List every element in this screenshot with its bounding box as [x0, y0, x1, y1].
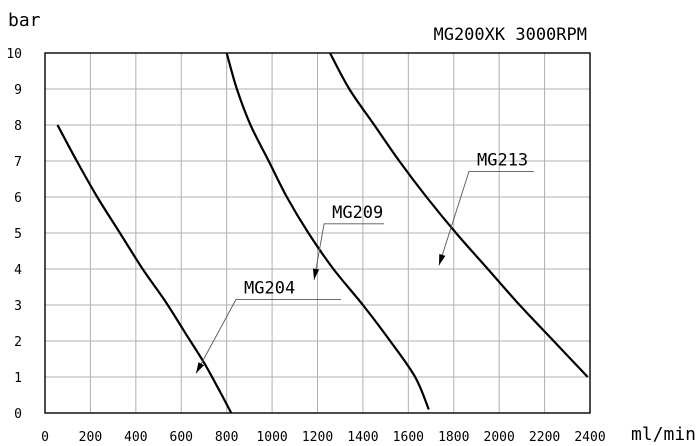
arrowhead [196, 362, 205, 374]
x-tick-label: 1600 [393, 430, 424, 445]
leader-line [313, 223, 385, 280]
x-tick-label: 2200 [529, 430, 560, 445]
x-tick-label: 2000 [484, 430, 515, 445]
y-tick-label: 8 [14, 119, 22, 134]
arrowhead [438, 253, 446, 266]
y-axis-label: bar [8, 10, 41, 31]
x-tick-label: 2400 [574, 430, 605, 445]
leader-line [195, 298, 342, 374]
y-tick-label: 1 [14, 371, 22, 386]
y-tick-label: 0 [14, 407, 22, 422]
x-tick-label: 1000 [256, 430, 287, 445]
x-axis-label: ml/min [631, 424, 696, 445]
x-tick-label: 1400 [347, 430, 378, 445]
grid [44, 52, 591, 414]
plot-frame [44, 52, 591, 414]
series-line-mg204 [56, 124, 233, 414]
y-tick-label: 5 [14, 227, 22, 242]
x-tick-label: 1200 [302, 430, 333, 445]
series-label: MG204 [244, 278, 295, 298]
y-tick-label: 4 [14, 263, 22, 278]
series-curves [56, 52, 589, 414]
y-tick-label: 2 [14, 335, 22, 350]
chart-title: MG200XK 3000RPM [433, 25, 587, 45]
x-tick-label: 0 [41, 430, 49, 445]
series-line-mg209 [225, 52, 430, 410]
series-label: MG209 [332, 203, 383, 223]
y-tick-label: 6 [14, 191, 22, 206]
axis-ticks: 0 200 400 600 800 1000 1200 1400 1600 1800 2000 220… [6, 47, 605, 445]
series-line-mg213 [329, 52, 589, 378]
y-tick-label: 3 [14, 299, 22, 314]
x-tick-label: 1800 [438, 430, 469, 445]
series-label: MG213 [477, 150, 528, 170]
y-tick-label: 9 [14, 83, 22, 98]
y-tick-label: 7 [14, 155, 22, 170]
series-labels: MG204 MG209 MG213 [195, 150, 534, 374]
x-tick-label: 400 [124, 430, 147, 445]
x-tick-label: 800 [215, 430, 238, 445]
y-tick-label: 10 [6, 47, 22, 62]
x-tick-label: 600 [170, 430, 193, 445]
arrowhead [312, 268, 320, 280]
x-tick-label: 200 [79, 430, 102, 445]
leader-line [438, 170, 534, 266]
